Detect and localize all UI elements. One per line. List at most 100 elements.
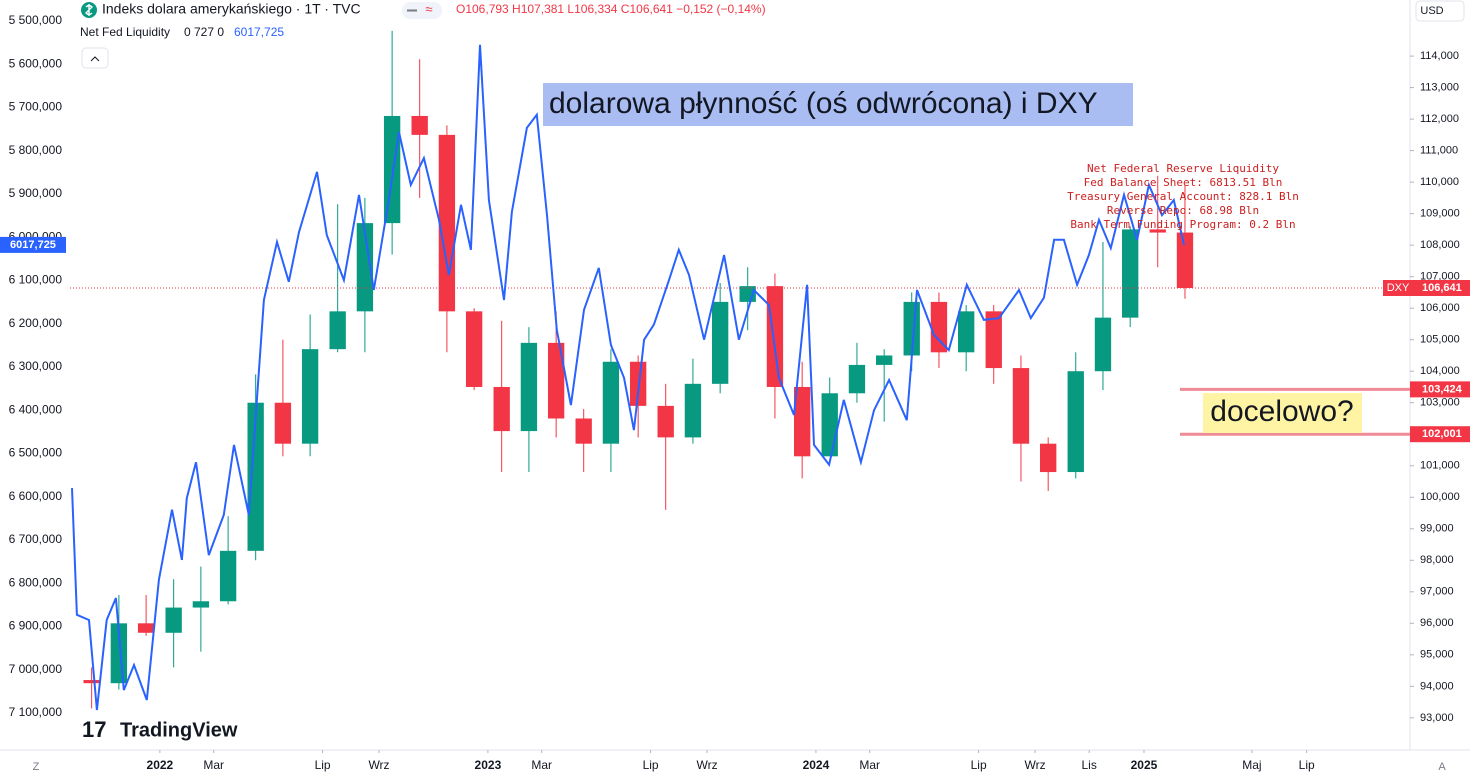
auto-scale-button[interactable]: A (1438, 761, 1446, 773)
info-line: Treasury General Account: 828.1 Bln (1067, 190, 1299, 203)
candle-body (165, 607, 182, 633)
collapse-icon (90, 56, 100, 62)
y-tick-label: 6 700,000 (9, 532, 63, 546)
symbol-icon-glyph (85, 4, 93, 16)
candle-body (793, 386, 811, 457)
x-tick-label: 2025 (1131, 758, 1158, 772)
y2-tick-label: 98,000 (1420, 554, 1454, 566)
x-tick-label: Lip (1299, 758, 1315, 772)
candle-body (930, 301, 948, 353)
candle-body (247, 402, 264, 551)
candle-body (137, 623, 155, 633)
candle-body (438, 134, 456, 312)
y-tick-label: 7 000,000 (9, 662, 63, 676)
target-box (1203, 393, 1362, 433)
candle-body (1094, 317, 1112, 372)
info-line: Fed Balance Sheet: 6813.51 Bln (1084, 176, 1283, 189)
candle-body (465, 311, 483, 387)
y2-tick-label: 108,000 (1420, 239, 1460, 251)
y-tick-label: 5 700,000 (9, 100, 63, 114)
liquidity-line (71, 44, 1185, 711)
candle-body (711, 301, 729, 384)
candle-body (274, 402, 292, 444)
y2-tick-label: 96,000 (1420, 617, 1454, 629)
logo: TradingView (120, 719, 238, 741)
symbol-title: Indeks dolara amerykańskiego · 1T · TVC (102, 1, 361, 17)
y2-tick-label: 113,000 (1420, 82, 1459, 94)
candle-body (356, 223, 374, 312)
annotation-box (543, 83, 1133, 126)
last-value-label: 6017,725 (10, 239, 56, 251)
y-tick-label: 6 400,000 (9, 402, 63, 416)
x-tick-label: 2023 (475, 758, 502, 772)
candle-body (192, 601, 210, 608)
last-price-label: 106,641 (1422, 282, 1462, 294)
candle-body (219, 550, 237, 602)
annotation: dolarowa płynność (oś odwrócona) i DXY (549, 87, 1098, 120)
y-tick-label: 6 800,000 (9, 575, 63, 589)
y2-tick-label: 101,000 (1420, 460, 1460, 472)
candle-body (493, 386, 510, 432)
y2-tick-label: 93,000 (1420, 712, 1454, 724)
indicator-name: Net Fed Liquidity (80, 25, 170, 39)
candle-body (684, 383, 702, 438)
y2-tick-label: 114,000 (1420, 50, 1459, 62)
timezone-button[interactable]: Z (33, 761, 40, 773)
candle-body (876, 355, 893, 365)
y-tick-label: 7 100,000 (9, 705, 63, 719)
y-tick-label: 5 800,000 (9, 143, 63, 157)
y2-tick-label: 97,000 (1420, 586, 1454, 598)
symbol-tag (1383, 279, 1413, 296)
candle-body (657, 405, 674, 438)
x-tick-label: Mar (531, 758, 552, 772)
y-tick-label: 6 100,000 (9, 273, 63, 287)
candle-body (1012, 368, 1030, 444)
y2-tick-label: 104,000 (1420, 365, 1460, 377)
y2-tick-label: 94,000 (1420, 680, 1454, 692)
y2-tick-label: 105,000 (1420, 334, 1460, 346)
y2-tick-label: 109,000 (1420, 208, 1460, 220)
candle-body (83, 680, 100, 684)
candle-body (411, 115, 428, 135)
level-tag (1410, 381, 1470, 398)
y2-tick-label: 111,000 (1420, 145, 1458, 157)
candle-body (575, 418, 592, 444)
compare-toggle[interactable] (402, 2, 442, 19)
x-tick-label: Wrz (368, 758, 389, 772)
last-value-tag (0, 236, 66, 253)
y-tick-label: 6 500,000 (9, 446, 63, 460)
level-tag (1410, 426, 1470, 443)
candle-body (848, 364, 866, 394)
x-tick-label: Lip (315, 758, 331, 772)
x-tick-label: Lis (1082, 758, 1097, 772)
candle-body (821, 393, 838, 457)
info-line: Reverse Repo: 68.98 Bln (1107, 204, 1259, 217)
symbol-tag-label: DXY (1387, 282, 1410, 294)
indicator-params: 0 727 0 (184, 25, 224, 39)
y-tick-label: 6 900,000 (9, 619, 63, 633)
candle-body (1040, 443, 1057, 473)
candle-body (383, 115, 401, 224)
plot-area (70, 30, 1410, 711)
indicator-value: 6017,725 (234, 25, 284, 39)
y2-tick-label: 112,000 (1420, 113, 1459, 125)
x-tick-label: Wrz (1025, 758, 1046, 772)
info-title: Net Federal Reserve Liquidity (1087, 162, 1279, 175)
ohlc-values: O106,793 H107,381 L106,334 C106,641 −0,1… (456, 2, 766, 16)
y-tick-label: 6 600,000 (9, 489, 63, 503)
y2-tick-label: 106,000 (1420, 302, 1460, 314)
y2-tick-label: 95,000 (1420, 649, 1454, 661)
y2-tick-label: 110,000 (1420, 176, 1459, 188)
target-text: docelowo? (1210, 395, 1353, 428)
collapse-button[interactable] (81, 47, 109, 69)
x-tick-label: 2024 (803, 758, 830, 772)
x-tick-label: Lip (971, 758, 987, 772)
currency-button[interactable] (1415, 0, 1465, 22)
y-tick-label: 5 600,000 (9, 56, 63, 70)
x-tick-label: Lip (643, 758, 659, 772)
y2-tick-label: 103,000 (1420, 397, 1460, 409)
y-tick-label: 6 300,000 (9, 359, 63, 373)
candle-body (985, 311, 1002, 369)
level-label: 102,001 (1422, 428, 1462, 440)
candle-body (110, 623, 128, 684)
